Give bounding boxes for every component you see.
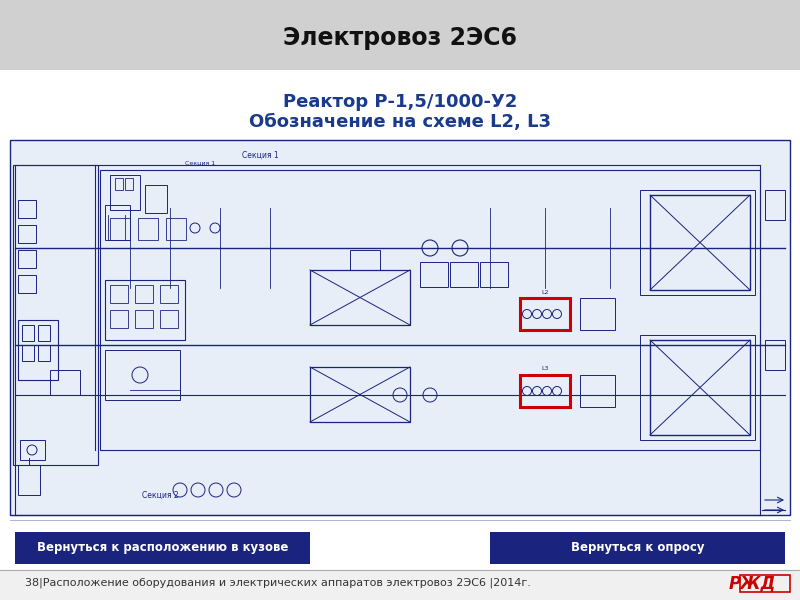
Bar bbox=[166, 218, 186, 240]
Bar bbox=[110, 218, 130, 240]
Bar bbox=[0, 0, 800, 70]
Bar bbox=[38, 345, 50, 361]
Bar bbox=[160, 310, 178, 328]
Bar bbox=[105, 205, 130, 240]
Text: L3: L3 bbox=[542, 367, 549, 371]
Bar bbox=[110, 175, 140, 210]
Text: 38|Расположение оборудования и электрических аппаратов электровоз 2ЭС6 |2014г.: 38|Расположение оборудования и электриче… bbox=[25, 578, 531, 588]
Bar bbox=[765, 190, 785, 220]
Bar bbox=[650, 195, 750, 290]
Bar bbox=[490, 532, 785, 564]
Bar bbox=[310, 270, 410, 325]
Bar bbox=[138, 218, 158, 240]
Text: Обозначение на схеме L2, L3: Обозначение на схеме L2, L3 bbox=[249, 113, 551, 131]
Bar bbox=[520, 298, 570, 330]
Text: РЖД: РЖД bbox=[728, 574, 776, 592]
Bar bbox=[22, 325, 34, 341]
Bar bbox=[640, 190, 755, 295]
Bar bbox=[450, 262, 478, 287]
Bar bbox=[350, 250, 380, 270]
Bar bbox=[0, 530, 800, 570]
Bar bbox=[0, 570, 800, 600]
Bar bbox=[10, 140, 790, 515]
Text: Вернуться к расположению в кузове: Вернуться к расположению в кузове bbox=[37, 541, 288, 554]
Bar bbox=[135, 310, 153, 328]
Text: L2: L2 bbox=[542, 289, 549, 295]
Bar bbox=[135, 285, 153, 303]
Bar bbox=[310, 367, 410, 422]
Text: Вернуться к опросу: Вернуться к опросу bbox=[570, 541, 704, 554]
Bar bbox=[100, 170, 760, 450]
Text: Секция 2: Секция 2 bbox=[142, 491, 178, 499]
Bar bbox=[145, 185, 167, 213]
Bar bbox=[20, 440, 45, 460]
Bar bbox=[38, 325, 50, 341]
Bar bbox=[520, 375, 570, 407]
Text: Секция 1: Секция 1 bbox=[242, 151, 278, 160]
Bar bbox=[650, 340, 750, 435]
Text: Реактор Р-1,5/1000-У2: Реактор Р-1,5/1000-У2 bbox=[283, 93, 517, 111]
Text: Секция 1: Секция 1 bbox=[185, 160, 215, 166]
Bar bbox=[18, 225, 36, 243]
Bar bbox=[580, 375, 615, 407]
Bar bbox=[765, 340, 785, 370]
Bar bbox=[18, 320, 58, 380]
Bar bbox=[640, 335, 755, 440]
Bar bbox=[740, 575, 790, 592]
Bar bbox=[18, 250, 36, 268]
Text: Электровоз 2ЭС6: Электровоз 2ЭС6 bbox=[283, 26, 517, 50]
Bar bbox=[50, 370, 80, 395]
Bar bbox=[160, 285, 178, 303]
Bar bbox=[115, 178, 123, 190]
Bar bbox=[580, 298, 615, 330]
Bar bbox=[110, 285, 128, 303]
Bar bbox=[13, 165, 98, 465]
Bar bbox=[18, 200, 36, 218]
Bar bbox=[0, 70, 800, 530]
Bar bbox=[480, 262, 508, 287]
Bar bbox=[125, 178, 133, 190]
Bar bbox=[105, 280, 185, 340]
Bar bbox=[110, 310, 128, 328]
Bar bbox=[18, 465, 40, 495]
Bar bbox=[15, 532, 310, 564]
Bar bbox=[420, 262, 448, 287]
Bar bbox=[18, 275, 36, 293]
Bar bbox=[22, 345, 34, 361]
Bar bbox=[105, 350, 180, 400]
